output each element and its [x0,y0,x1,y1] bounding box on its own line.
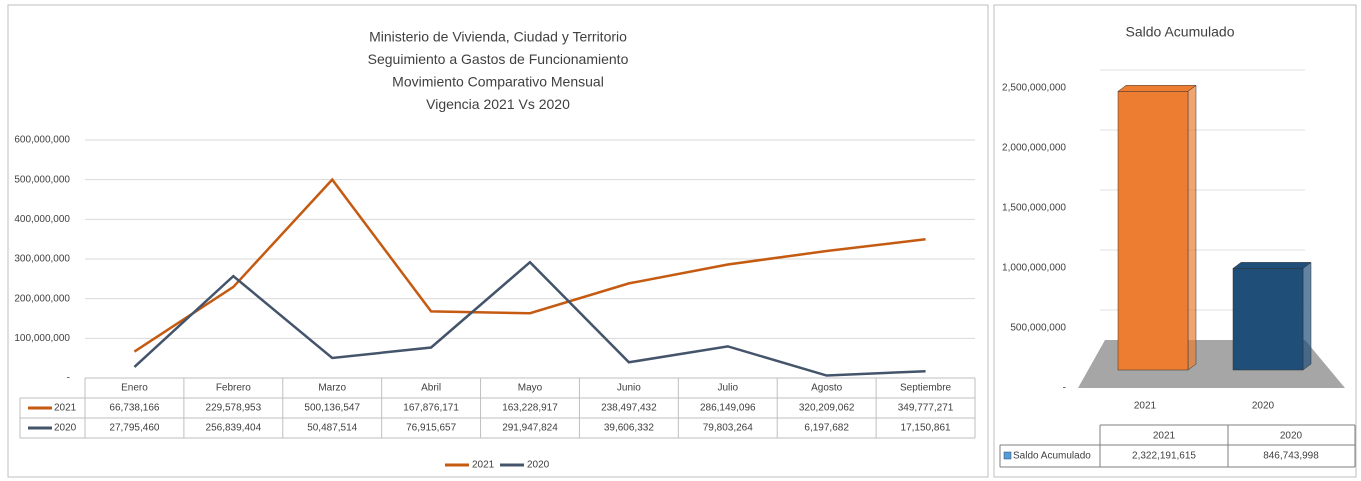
chart-title: Ministerio de Vivienda, Ciudad y Territo… [369,29,627,45]
series-line [133,177,926,353]
data-label: 229,578,953 [206,403,262,414]
y-tick-label: - [67,373,70,384]
table-row-label: 2021 [54,403,77,414]
series-line [133,260,926,377]
table-header: 2020 [1280,431,1303,442]
y-tick-label: 1,000,000,000 [1002,263,1066,274]
bar-top [1117,85,1197,92]
data-label: 291,947,824 [502,423,558,434]
chart-title: Vigencia 2021 Vs 2020 [426,96,570,112]
table-row-label: 2020 [54,423,77,434]
table-header: 2021 [1153,431,1176,442]
chart-title: Seguimiento a Gastos de Funcionamiento [368,51,629,67]
data-label: 167,876,171 [403,403,459,414]
y-tick-label: 300,000,000 [14,254,70,265]
data-label: 320,209,062 [799,403,855,414]
x-tick-label: Enero [121,383,148,394]
y-tick-label: 2,000,000,000 [1002,143,1066,154]
x-tick-label: Julio [717,383,738,394]
bar [1232,268,1304,371]
y-tick-label: 1,500,000,000 [1002,203,1066,214]
table-row-label: Saldo Acumulado [1013,451,1091,462]
data-label: 500,136,547 [304,403,360,414]
legend-label: 2021 [472,460,495,471]
data-label: 163,228,917 [502,403,558,414]
x-tick-label: Mayo [518,383,543,394]
y-tick-label: - [1063,383,1066,394]
data-label: 238,497,432 [601,403,657,414]
x-tick-label: Marzo [318,383,346,394]
y-tick-label: 200,000,000 [14,293,70,304]
bar-side [1187,84,1197,371]
data-label: 79,803,264 [703,423,753,434]
x-tick-label: Febrero [216,383,251,394]
x-tick-label: Junio [617,383,641,394]
bar-top [1232,262,1312,269]
data-label: 66,738,166 [109,403,159,414]
data-label: 76,915,657 [406,423,456,434]
data-label: 39,606,332 [604,423,654,434]
y-tick-label: 600,000,000 [14,135,70,146]
data-label: 2,322,191,615 [1132,451,1196,462]
legend-label: 2020 [527,460,550,471]
y-tick-label: 500,000,000 [14,174,70,185]
legend-key [1003,451,1012,460]
x-tick-label: Agosto [811,383,843,394]
x-tick-label: Abril [421,383,441,394]
y-tick-label: 100,000,000 [14,333,70,344]
chart-title: Saldo Acumulado [1126,24,1235,40]
y-tick-label: 2,500,000,000 [1002,83,1066,94]
x-tick-label: Septiembre [900,383,952,394]
data-label: 17,150,861 [901,423,951,434]
data-label: 846,743,998 [1263,451,1319,462]
data-label: 6,197,682 [804,423,849,434]
x-tick-label: 2020 [1252,401,1275,412]
data-label: 286,149,096 [700,403,756,414]
data-label: 256,839,404 [206,423,262,434]
data-label: 27,795,460 [109,423,159,434]
data-label: 50,487,514 [307,423,357,434]
bar [1117,91,1189,371]
x-tick-label: 2021 [1134,401,1157,412]
data-label: 349,777,271 [898,403,954,414]
y-tick-label: 400,000,000 [14,214,70,225]
chart-title: Movimiento Comparativo Mensual [392,74,604,90]
y-tick-label: 500,000,000 [1010,323,1066,334]
bar-side [1302,261,1312,371]
